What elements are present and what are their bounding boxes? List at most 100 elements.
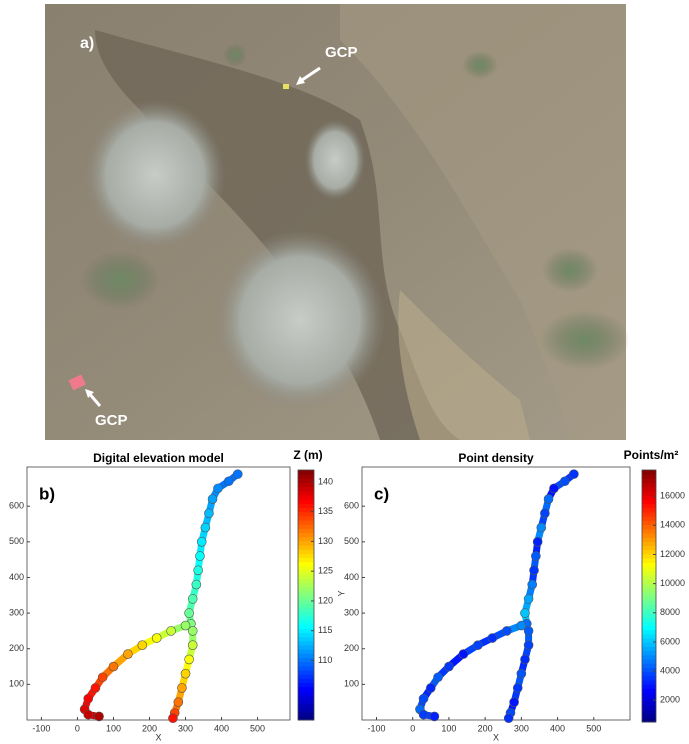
colorbar-step: [298, 507, 314, 513]
colorbar-step: [298, 628, 314, 633]
panel-label: a): [80, 35, 94, 52]
colorbar-step: [298, 503, 314, 508]
point: [444, 661, 454, 672]
colorbar-step: [298, 524, 314, 529]
plant: [462, 51, 498, 79]
point: [191, 579, 202, 590]
point: [560, 476, 570, 487]
x-tick-label: 100: [441, 723, 456, 733]
colorbar-step: [642, 524, 656, 530]
point: [232, 469, 243, 479]
colorbar-tick-label: 8000: [660, 607, 680, 617]
colorbar-step: [298, 611, 314, 617]
colorbar-step: [298, 674, 314, 679]
colorbar-step: [642, 566, 656, 572]
colorbar-step: [298, 636, 314, 642]
colorbar-step: [298, 640, 314, 646]
point: [83, 693, 94, 704]
point: [123, 649, 133, 659]
colorbar-step: [298, 665, 314, 671]
colorbar-tick-label: 4000: [660, 665, 680, 675]
point: [540, 508, 550, 519]
point: [509, 697, 519, 707]
colorbar-step: [642, 503, 656, 509]
colorbar-step: [298, 586, 314, 592]
colorbar-step: [642, 621, 656, 626]
plant: [80, 250, 160, 310]
colorbar-step: [298, 603, 314, 608]
panel-label: c): [374, 484, 389, 503]
x-tick-label: 0: [410, 723, 415, 733]
colorbar-step: [642, 633, 656, 639]
x-tick-label: 200: [478, 723, 493, 733]
colorbar-tick-label: 110: [318, 655, 332, 665]
x-tick-label: 300: [178, 723, 193, 733]
annotation: GCP: [95, 412, 128, 429]
colorbar-step: [642, 654, 656, 660]
colorbar-step: [298, 620, 314, 625]
y-tick-label: 600: [9, 501, 24, 511]
colorbar-step: [298, 528, 314, 533]
colorbar-step: [298, 474, 314, 479]
colorbar-step: [642, 680, 656, 685]
colorbar-step: [642, 482, 656, 488]
point: [418, 709, 429, 720]
x-tick-label: 400: [550, 723, 565, 733]
colorbar-step: [642, 646, 656, 652]
y-tick-label: 500: [344, 536, 359, 546]
point: [187, 626, 198, 636]
colorbar-step: [642, 709, 656, 715]
colorbar-step: [642, 541, 656, 547]
colorbar-step: [298, 486, 314, 492]
y-tick-label: 500: [9, 536, 24, 546]
x-tick-label: 500: [586, 723, 601, 733]
colorbar-step: [642, 608, 656, 614]
colorbar-step: [298, 661, 314, 667]
colorbar-step: [298, 657, 314, 663]
gcp-marker: [283, 84, 289, 89]
point: [187, 640, 198, 650]
point: [196, 537, 207, 547]
colorbar-step: [298, 690, 314, 696]
colorbar-step: [298, 561, 314, 567]
colorbar-step: [298, 570, 314, 575]
colorbar-step: [298, 482, 314, 488]
colorbar-step: [298, 711, 314, 717]
colorbar-step: [642, 507, 656, 513]
colorbar-step: [642, 537, 656, 542]
colorbar-step: [298, 549, 314, 554]
y-tick-label: 300: [344, 607, 359, 617]
x-tick-label: 200: [142, 723, 157, 733]
point: [200, 522, 211, 533]
colorbar-step: [642, 604, 656, 610]
colorbar-step: [642, 562, 656, 568]
point: [426, 683, 436, 693]
aerial-photo: a) GCP GCP: [45, 4, 630, 440]
colorbar-step: [642, 470, 656, 475]
colorbar-step: [642, 659, 656, 664]
colorbar-step: [642, 701, 656, 706]
point: [536, 522, 547, 533]
point: [527, 579, 538, 590]
colorbar-label: Z (m): [293, 448, 322, 462]
colorbar-step: [642, 528, 656, 534]
colorbar-step: [642, 612, 656, 618]
colorbar-step: [298, 499, 314, 504]
panel-label: b): [39, 484, 55, 503]
colorbar-step: [642, 629, 656, 635]
point: [137, 640, 148, 650]
colorbar-step: [298, 536, 314, 542]
chart-title: Digital elevation model: [93, 451, 224, 465]
colorbar-step: [642, 663, 656, 668]
arrow-head: [85, 389, 94, 398]
point: [531, 551, 541, 561]
colorbar-step: [642, 583, 656, 589]
colorbar-step: [298, 632, 314, 638]
colorbar-step: [298, 545, 314, 550]
colorbar-step: [642, 579, 656, 584]
colorbar-step: [642, 512, 656, 517]
colorbar-step: [642, 650, 656, 656]
x-tick-label: -100: [367, 723, 385, 733]
point: [520, 608, 530, 618]
